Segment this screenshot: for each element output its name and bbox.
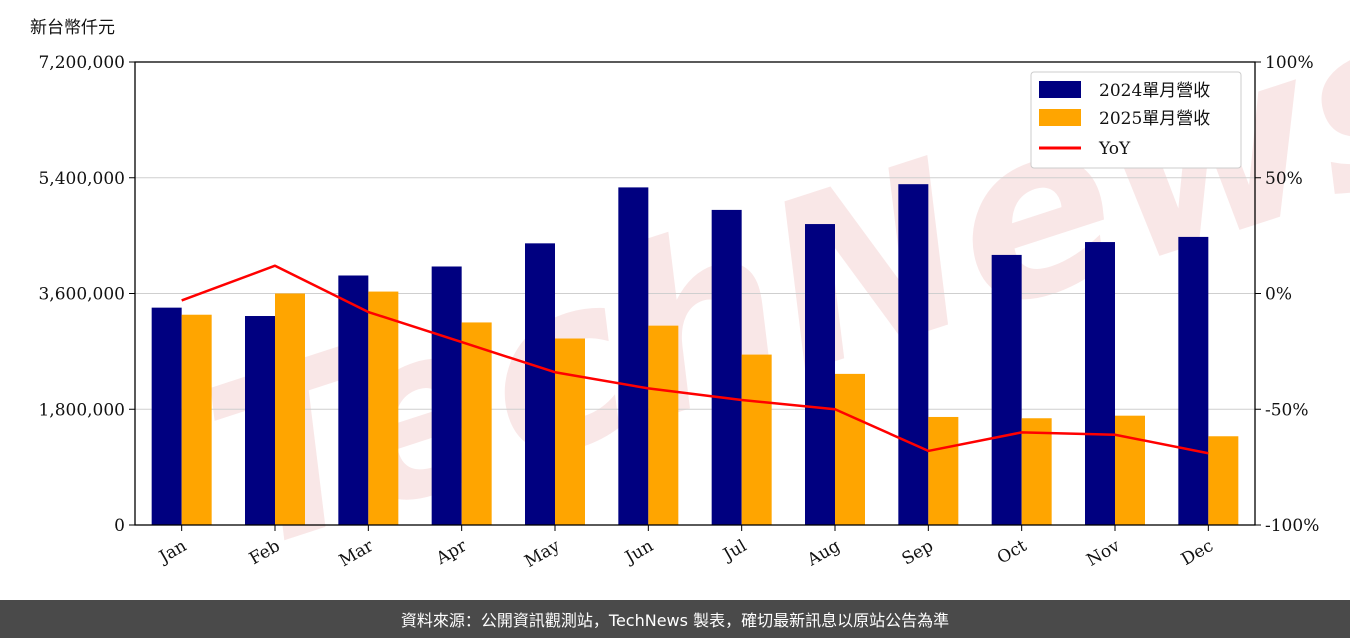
left-axis-unit-label: 新台幣仟元 (30, 18, 115, 38)
bar-2024-may (525, 243, 555, 525)
bar-2024-oct (991, 254, 1022, 525)
bar-2025-jan (181, 314, 212, 525)
legend-label-2024: 2024單月營收 (1099, 81, 1210, 101)
x-tick-label: Nov (1083, 536, 1123, 571)
bar-2024-feb (245, 316, 275, 525)
bar-2025-jul (741, 354, 772, 525)
source-footer: 資料來源：公開資訊觀測站，TechNews 製表，確切最新訊息以原站公告為準 (0, 600, 1350, 638)
legend-label-2025: 2025單月營收 (1099, 109, 1210, 129)
x-tick-label: Dec (1178, 536, 1217, 570)
bar-2024-mar (338, 275, 369, 525)
bar-2025-feb (275, 293, 305, 525)
left-tick-label: 5,400,000 (38, 169, 125, 189)
bar-2025-sep (928, 416, 959, 525)
x-tick-label: Jan (154, 536, 190, 568)
bar-2024-sep (898, 184, 929, 526)
bar-2024-jul (711, 209, 742, 525)
grid-layer (135, 177, 1255, 410)
legend: 2024單月營收 2025單月營收 YoY (1030, 71, 1242, 169)
left-tick-label: 1,800,000 (38, 400, 125, 420)
x-tick-label: May (521, 536, 564, 572)
x-tick-label: Jul (718, 536, 750, 566)
bar-2024-aug (805, 224, 835, 526)
bar-2025-nov (1115, 415, 1145, 525)
left-tick-label: 0 (114, 516, 125, 536)
bar-2024-apr (431, 266, 462, 525)
right-tick-label: -50% (1265, 400, 1309, 420)
bar-2024-dec (1178, 236, 1209, 525)
legend-label-yoy: YoY (1098, 139, 1131, 159)
right-tick-label: 100% (1265, 53, 1314, 73)
x-tick-label: Jun (620, 536, 657, 569)
x-tick-label: Oct (994, 536, 1030, 569)
bar-2024-jun (618, 187, 649, 526)
legend-swatch-2024 (1039, 81, 1081, 98)
right-tick-label: 0% (1265, 285, 1292, 305)
bar-2025-oct (1021, 418, 1052, 525)
legend-box (1030, 71, 1242, 169)
footer-text: 資料來源：公開資訊觀測站，TechNews 製表，確切最新訊息以原站公告為準 (400, 611, 950, 630)
bar-2025-mar (368, 291, 399, 525)
bar-2025-may (555, 338, 585, 525)
bar-2024-jan (151, 307, 182, 525)
bar-2025-aug (835, 373, 865, 525)
right-tick-label: 50% (1265, 169, 1303, 189)
bar-2025-jun (648, 325, 679, 525)
revenue-chart: TechNews 01,800,0003,600,0005,400,0007,2… (30, 0, 1350, 600)
bar-2024-nov (1085, 242, 1115, 526)
right-tick-label: -100% (1265, 516, 1319, 536)
bar-2025-apr (461, 322, 492, 525)
x-tick-label: Aug (803, 536, 844, 571)
legend-swatch-2025 (1039, 109, 1081, 126)
yoy-line (181, 264, 1209, 455)
line-layer (181, 264, 1209, 455)
left-tick-label: 7,200,000 (38, 53, 125, 73)
bars-layer (151, 184, 1239, 526)
bar-2025-dec (1208, 436, 1239, 525)
x-tick-label: Sep (899, 536, 937, 570)
left-tick-label: 3,600,000 (38, 285, 125, 305)
